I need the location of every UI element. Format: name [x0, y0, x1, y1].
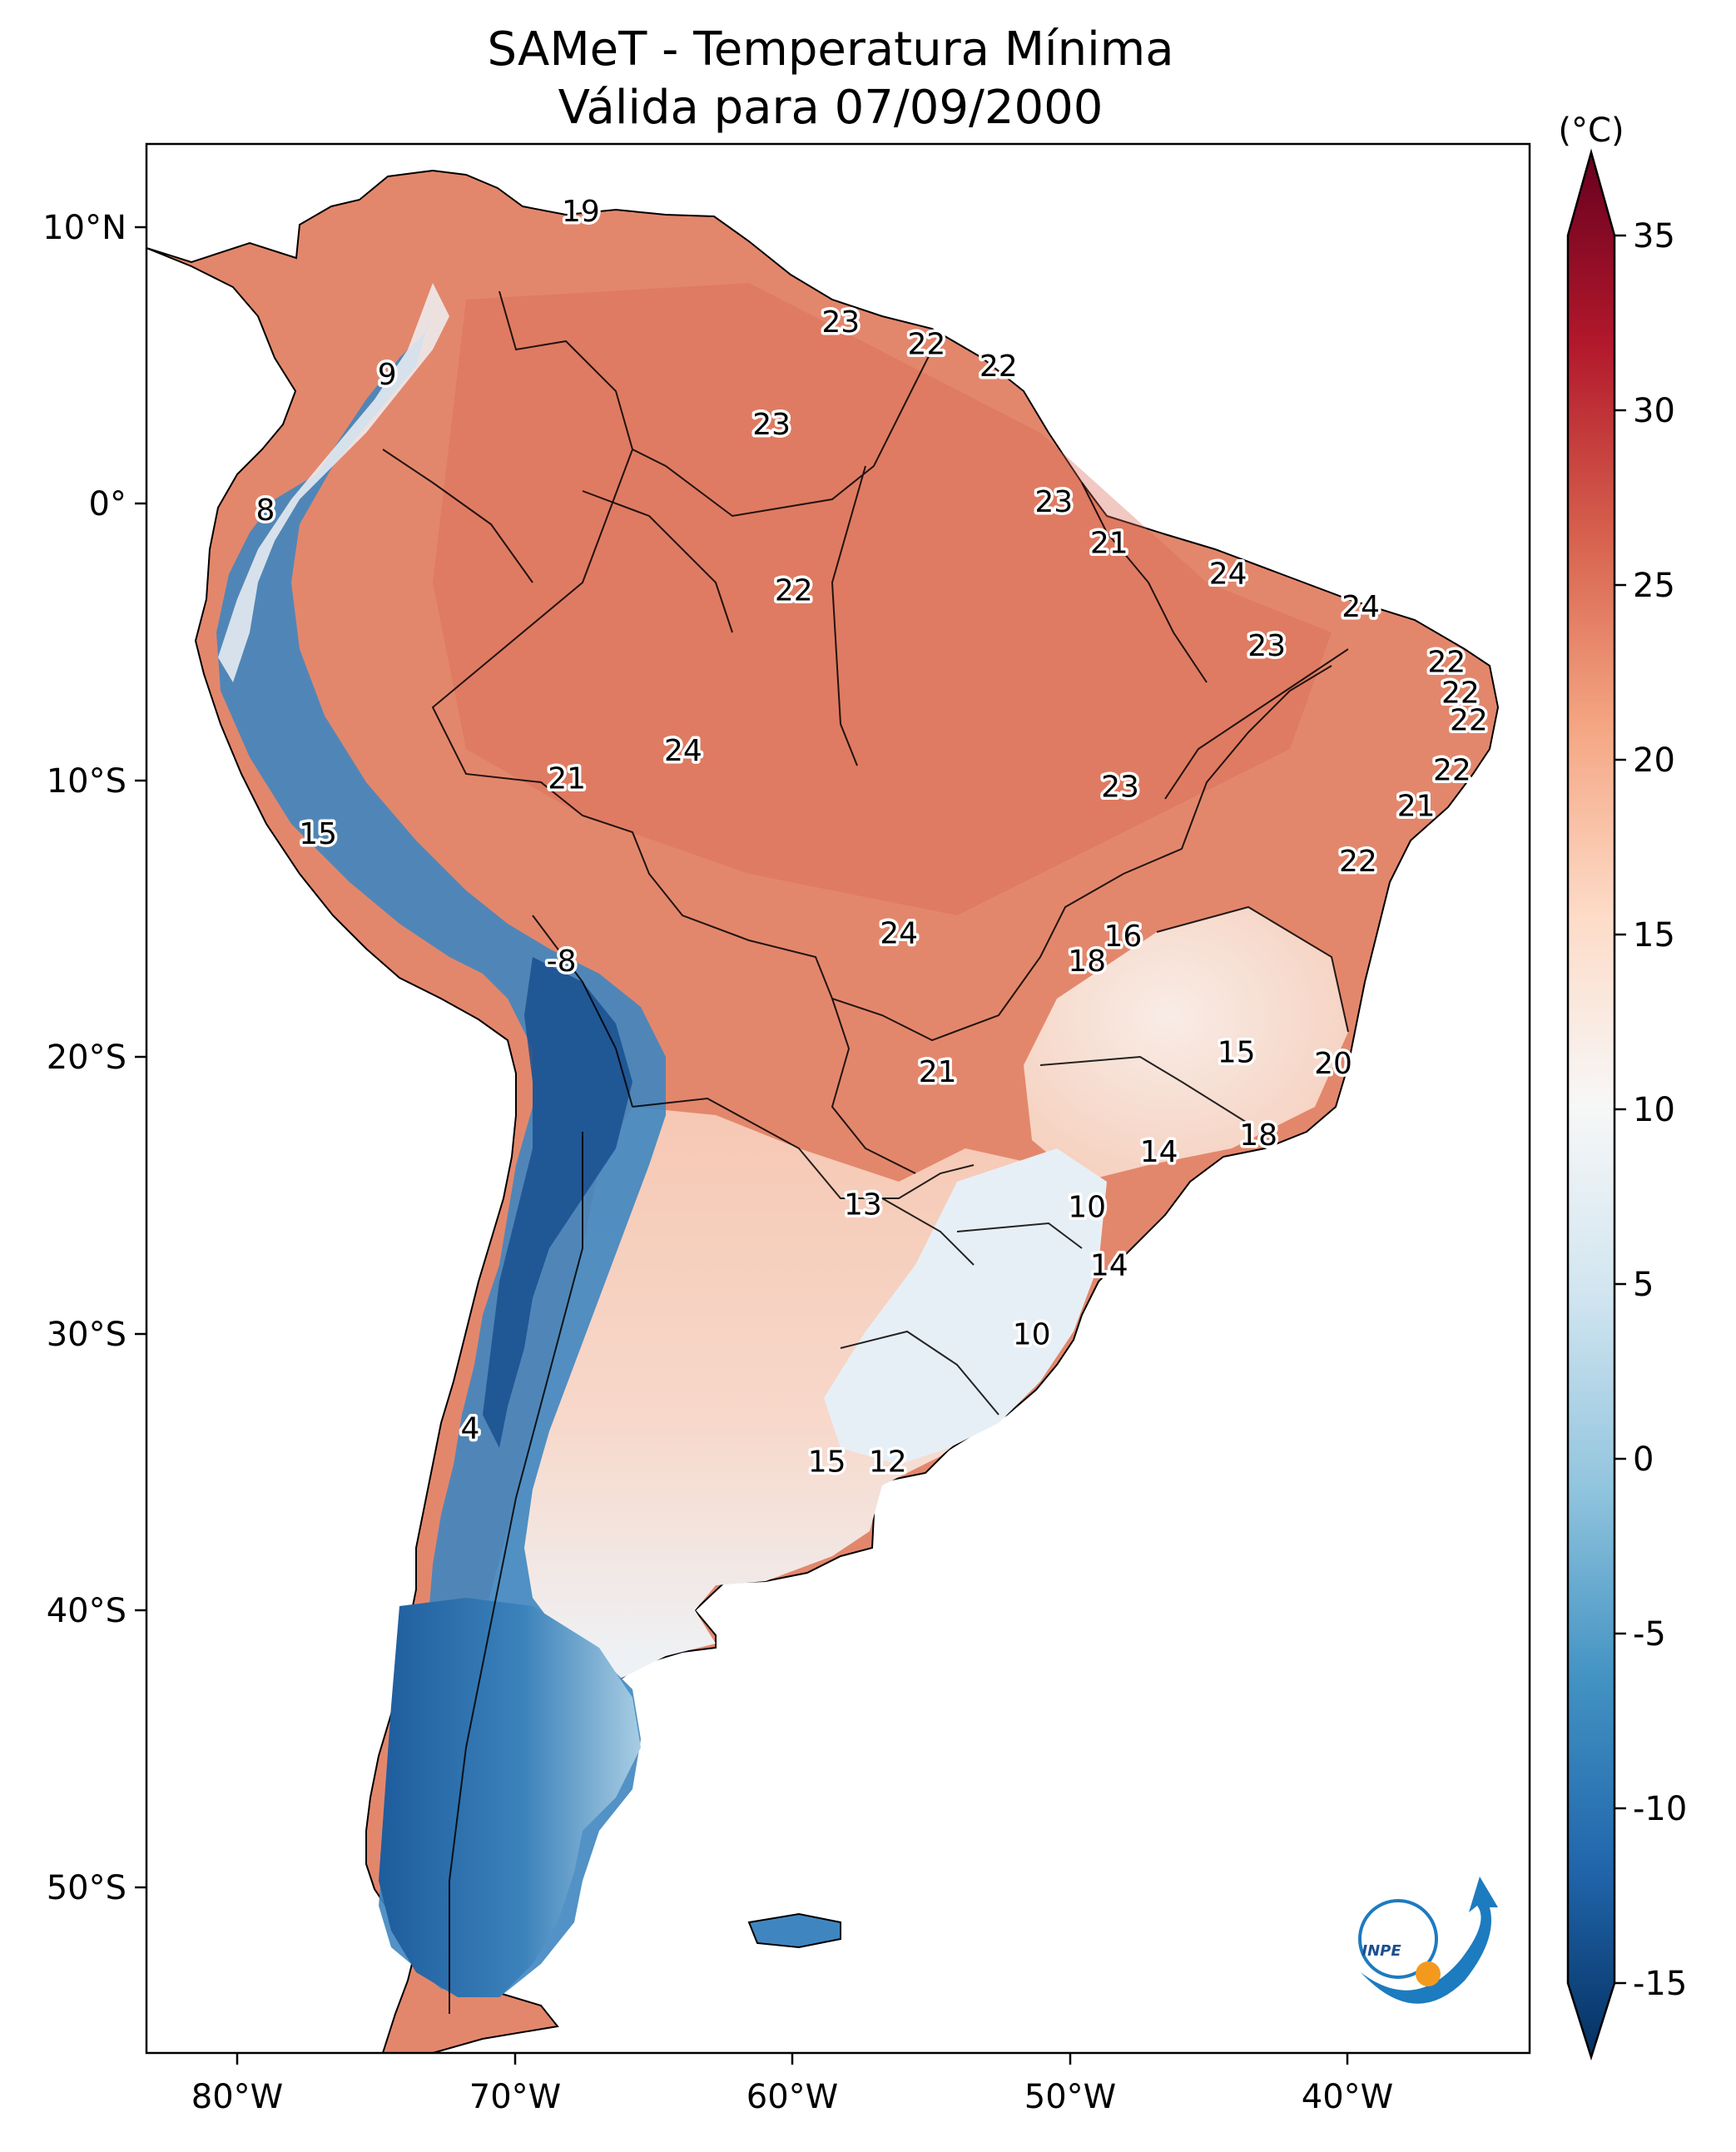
colorbar-body [1566, 148, 1616, 2061]
temperature-value-label: 10 [1068, 1191, 1106, 1225]
lat-tick-label: 50°S [47, 1869, 126, 1907]
hot-interior-region [433, 283, 1332, 915]
temperature-value-label: 21 [1090, 527, 1128, 561]
temperature-value-label: 21 [1397, 790, 1436, 824]
lon-ticks [236, 2053, 1349, 2065]
colorbar-unit: (°C) [1558, 112, 1624, 150]
southeast-pale-region [1024, 907, 1348, 1182]
colorbar-tick-label: 5 [1633, 1266, 1654, 1304]
colorbar-tick-label: 15 [1633, 916, 1675, 955]
colorbar-tick-label: 0 [1633, 1440, 1654, 1479]
lat-tick-label: 40°S [47, 1592, 126, 1630]
colorbar-tick-label: -15 [1633, 1965, 1687, 2003]
temperature-value-label: 23 [821, 305, 860, 340]
lat-tick-label: 10°S [47, 762, 126, 801]
temperature-value-label: 22 [1450, 704, 1488, 738]
lat-tick-label: 10°N [42, 209, 126, 247]
patagonia-cold-region [379, 1598, 641, 1997]
temperature-value-label: 23 [752, 408, 791, 442]
temperature-value-label: 22 [1433, 753, 1471, 787]
country-borders [382, 290, 1349, 2014]
colorbar-tick-label: -10 [1633, 1790, 1687, 1828]
logo-swoosh [1361, 1877, 1498, 2004]
lon-tick-label: 60°W [746, 2078, 838, 2116]
lat-tick-label: 0° [89, 485, 126, 523]
temperature-value-label: 21 [919, 1055, 957, 1089]
temperature-value-label: 12 [869, 1445, 907, 1480]
temperature-value-label: 24 [664, 734, 702, 768]
title-line-1: SAMeT - Temperatura Mínima [487, 22, 1173, 77]
temperature-value-label: 15 [299, 817, 337, 851]
colorbar-tick-label: 10 [1633, 1091, 1675, 1129]
temperature-value-label: 22 [1441, 676, 1480, 710]
lon-tick-label: 50°W [1024, 2078, 1116, 2116]
logo-ring [1358, 1899, 1438, 1979]
temperature-value-label: 20 [1314, 1047, 1352, 1081]
colorbar-tick-label: 35 [1633, 217, 1675, 255]
south-brazil-cold-region [824, 1148, 1107, 1465]
temperature-value-label: 10 [1013, 1318, 1051, 1352]
temperature-value-label: 13 [844, 1188, 882, 1222]
lat-ticks [135, 226, 146, 1889]
temperature-value-label: 23 [1034, 485, 1073, 519]
temperature-value-label: 4 [460, 1412, 479, 1446]
temperature-value-label: -8 [547, 945, 577, 979]
colorbar-tick-label: -5 [1633, 1615, 1666, 1654]
northern-andes-pale-region [218, 283, 449, 682]
andes-cold-region [216, 308, 666, 1997]
logo-orange-dot [1416, 1961, 1441, 1986]
lon-tick-label: 40°W [1302, 2078, 1393, 2116]
temperature-value-label: 22 [1339, 845, 1377, 879]
lon-tick-label: 80°W [191, 2078, 283, 2116]
map-frame [145, 142, 1531, 2055]
colorbar-tick-label: 25 [1633, 567, 1675, 605]
temperature-value-label: 21 [548, 761, 586, 796]
temperature-value-label: 24 [880, 917, 918, 951]
temperature-value-label: 16 [1104, 920, 1142, 954]
temperature-value-label: 14 [1090, 1249, 1128, 1283]
andes-core-region [483, 957, 632, 1448]
temperature-value-label: 22 [907, 327, 945, 361]
temperature-value-label: 8 [255, 493, 275, 528]
temperature-value-label: 23 [1101, 770, 1139, 804]
colorbar: (°C) 35 30 25 20 15 10 5 0 -5 -10 -15 [1558, 112, 1687, 2061]
temperature-value-label: 15 [808, 1445, 846, 1480]
temperature-value-label: 22 [775, 573, 813, 607]
temperature-value-label: 18 [1068, 945, 1106, 979]
temperature-value-label: 24 [1209, 557, 1247, 591]
temperature-value-label: 14 [1140, 1135, 1178, 1169]
temperature-value-label: 23 [1247, 629, 1286, 663]
inpe-logo: INPE [1358, 1877, 1498, 2004]
falklands-island [747, 1912, 841, 1949]
colorbar-tick-label: 30 [1633, 392, 1675, 430]
temperature-value-label: 19 [562, 195, 600, 229]
lat-tick-label: 20°S [47, 1039, 126, 1077]
temperature-value-label: 9 [378, 358, 397, 392]
temperature-value-label: 22 [1427, 646, 1466, 680]
title-line-2: Válida para 07/09/2000 [558, 81, 1104, 135]
lat-tick-label: 30°S [47, 1316, 126, 1354]
colorbar-ticks [1614, 234, 1626, 1985]
temperature-value-label: 15 [1218, 1036, 1256, 1070]
lon-tick-label: 70°W [469, 2078, 561, 2116]
colorbar-tick-label: 20 [1633, 741, 1675, 780]
temperature-value-label: 24 [1342, 590, 1380, 624]
logo-text: INPE [1362, 1942, 1401, 1960]
temperature-value-label: 22 [980, 350, 1018, 384]
temperature-value-label: 18 [1239, 1118, 1277, 1153]
